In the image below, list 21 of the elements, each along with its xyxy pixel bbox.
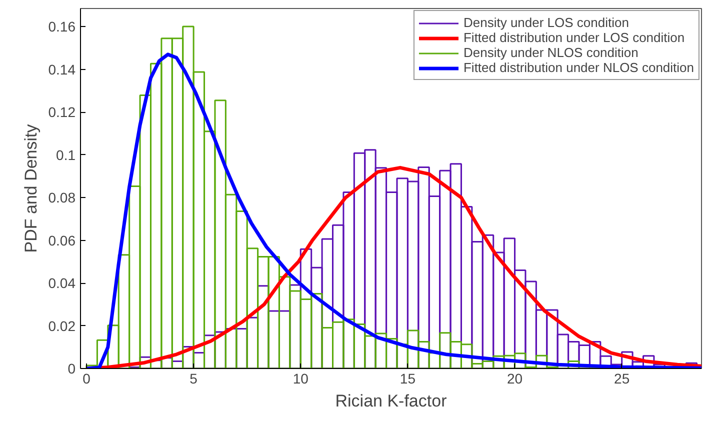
legend-label: Density under NLOS condition: [463, 45, 638, 60]
x-tick-label: 20: [506, 370, 523, 386]
x-tick-label: 5: [190, 370, 198, 386]
x-axis-title: Rician K-factor: [335, 392, 448, 410]
y-tick-label: 0.02: [48, 318, 76, 334]
y-axis-title: PDF and Density: [21, 124, 40, 253]
x-tick-label: 10: [292, 370, 309, 386]
x-tick-label: 0: [82, 370, 91, 386]
legend-label: Density under LOS condition: [463, 15, 629, 30]
x-tick-label: 15: [400, 370, 416, 386]
y-tick-label: 0: [68, 360, 76, 376]
legend-label: Fitted distribution under LOS condition: [463, 30, 685, 45]
y-tick-label: 0.06: [48, 232, 76, 248]
y-tick-label: 0.14: [48, 61, 76, 78]
y-tick-label: 0.16: [48, 18, 76, 35]
y-tick-label: 0.08: [48, 190, 76, 206]
legend-label: Fitted distribution under NLOS condition: [463, 60, 694, 75]
x-tick-label: 25: [614, 370, 630, 386]
y-tick-label: 0.04: [48, 275, 76, 292]
y-tick-label: 0.12: [48, 104, 76, 120]
y-tick-label: 0.1: [56, 146, 76, 163]
